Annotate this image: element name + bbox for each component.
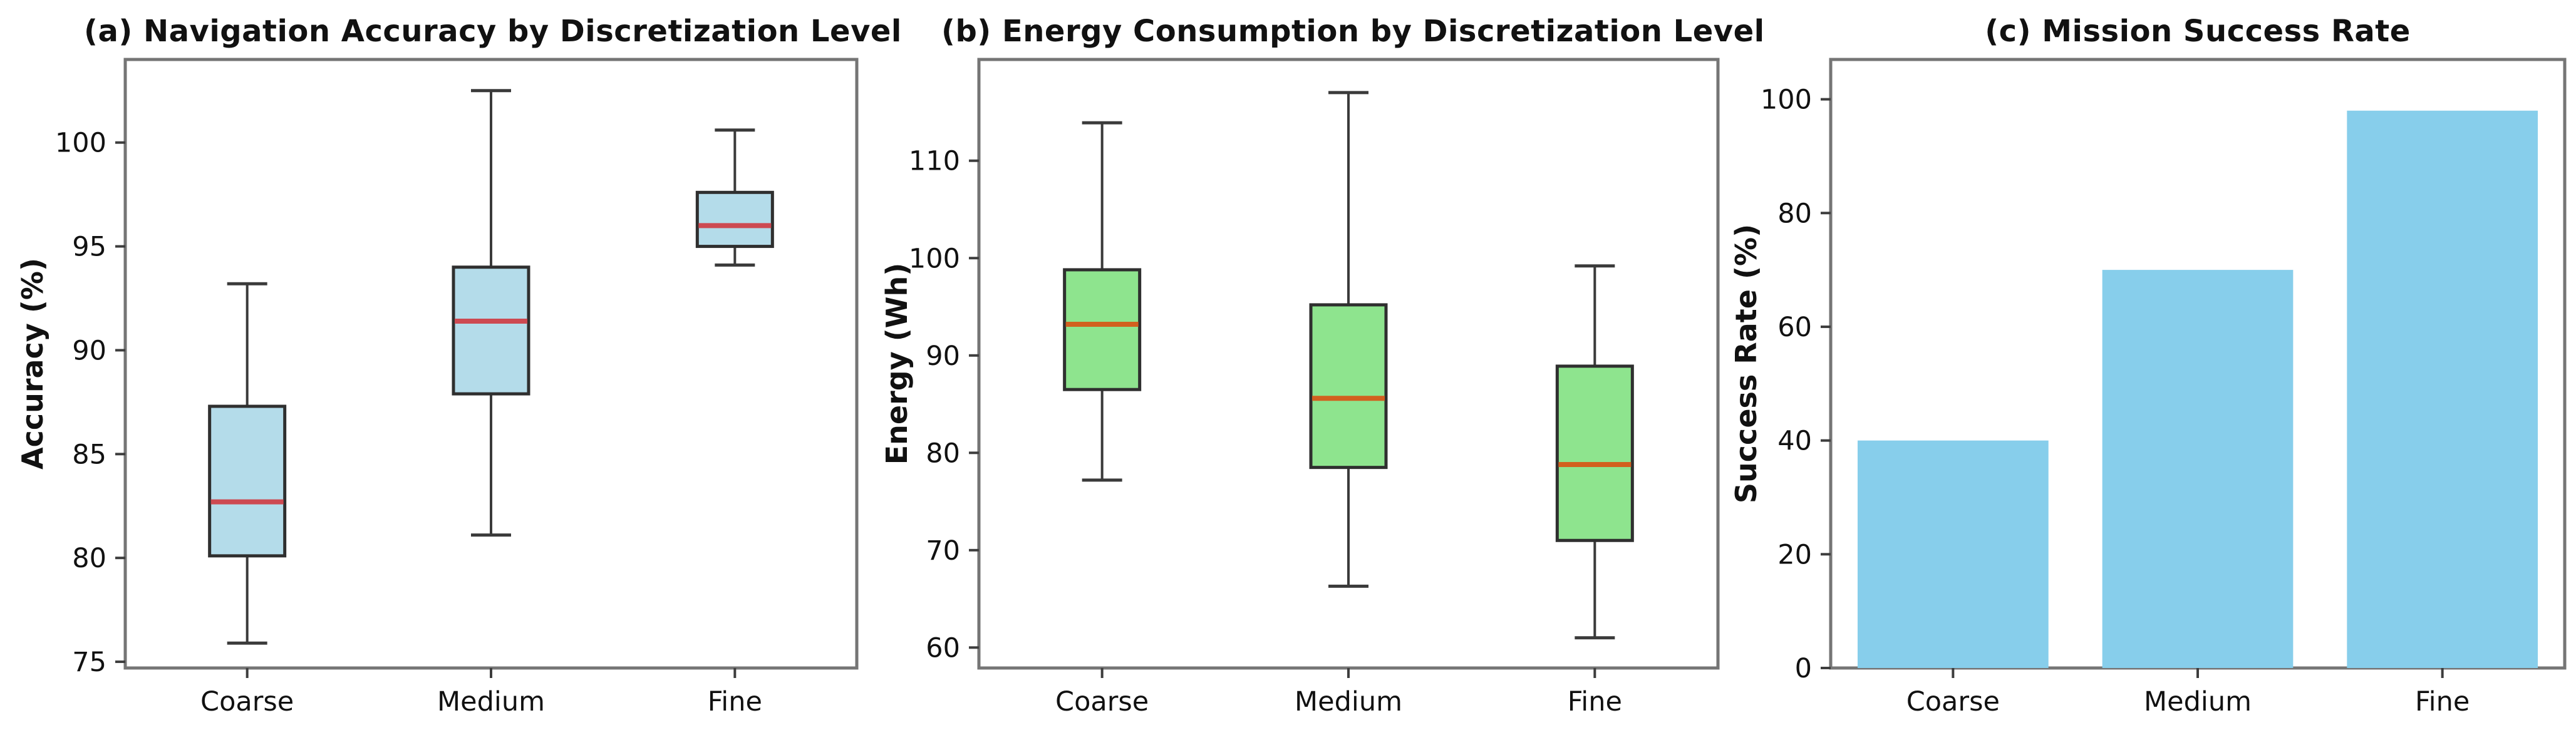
y-tick-label: 110 <box>909 146 960 177</box>
panel-b-title: (b) Energy Consumption by Discretization… <box>941 14 1765 49</box>
x-category-label-medium: Medium <box>437 686 545 717</box>
panel-c: 0 20 40 60 80 100 Coarse Medium Fine <box>1761 58 2567 717</box>
y-tick-label: 90 <box>926 341 960 372</box>
box-fine <box>695 190 774 249</box>
panel-b-ylabel: Energy (Wh) <box>880 262 914 465</box>
y-tick-label: 100 <box>1761 85 1812 116</box>
x-category-label-coarse: Coarse <box>200 686 294 717</box>
x-category-label-fine: Fine <box>2415 686 2470 717</box>
box-coarse <box>208 404 287 558</box>
y-tick-label: 80 <box>926 438 960 469</box>
bar-coarse <box>1857 440 2049 668</box>
panel-c-ylabel: Success Rate (%) <box>1729 224 1763 504</box>
x-category-label-fine: Fine <box>708 686 762 717</box>
x-category-label-medium: Medium <box>1295 686 1402 717</box>
y-tick-label: 85 <box>72 439 106 470</box>
bar-fine <box>2347 110 2538 668</box>
x-category-label-fine: Fine <box>1568 686 1622 717</box>
y-tick-label: 60 <box>926 632 960 664</box>
panel-a-ylabel: Accuracy (%) <box>16 257 49 470</box>
panel-c-title: (c) Mission Success Rate <box>1985 14 2411 49</box>
y-tick-label: 0 <box>1795 653 1812 684</box>
y-tick-label: 20 <box>1777 539 1812 570</box>
panel-b: 60 70 80 90 100 110 Coarse Medium Fine <box>909 58 1720 717</box>
panel-a-title: (a) Navigation Accuracy by Discretizatio… <box>84 14 902 49</box>
panel-a: 75 80 85 90 95 100 Coarse Medium Fine <box>55 58 859 717</box>
y-tick-label: 75 <box>72 647 106 678</box>
box-medium <box>1309 303 1388 470</box>
box-coarse <box>1063 268 1142 391</box>
y-tick-label: 80 <box>1777 198 1812 229</box>
y-tick-label: 100 <box>909 243 960 274</box>
box-fine <box>1555 364 1634 542</box>
y-tick-label: 95 <box>72 232 106 263</box>
y-tick-label: 100 <box>55 128 106 159</box>
y-tick-label: 80 <box>72 543 106 574</box>
y-tick-label: 60 <box>1777 312 1812 343</box>
x-category-label-coarse: Coarse <box>1906 686 2000 717</box>
y-tick-label: 70 <box>926 535 960 567</box>
x-category-label-coarse: Coarse <box>1055 686 1149 717</box>
bar-medium <box>2102 270 2294 668</box>
y-tick-label: 90 <box>72 335 106 366</box>
y-tick-label: 40 <box>1777 426 1812 457</box>
x-category-label-medium: Medium <box>2144 686 2252 717</box>
box-medium <box>452 265 530 396</box>
